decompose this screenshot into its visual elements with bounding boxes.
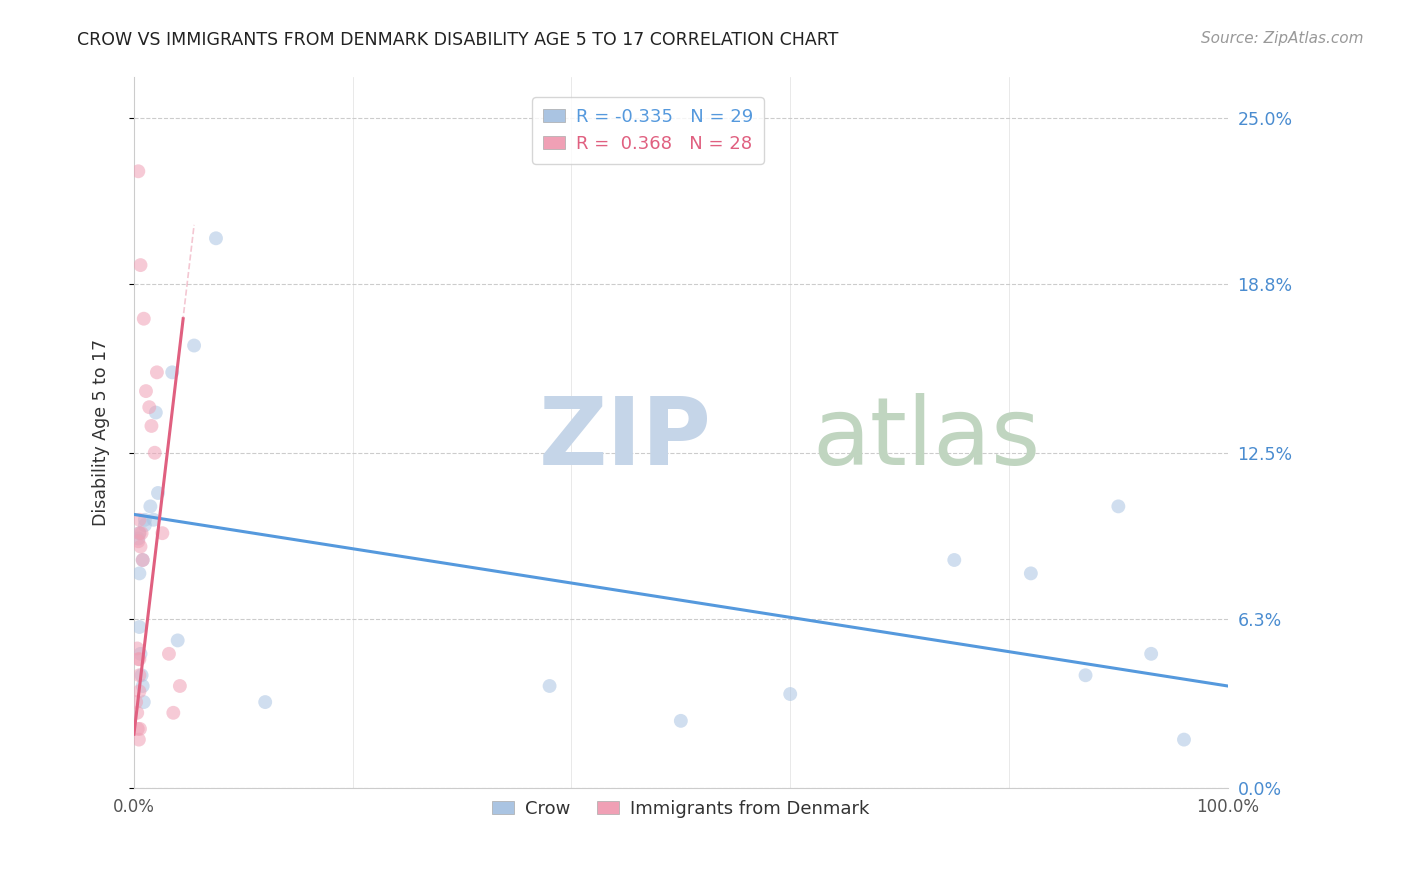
Point bbox=[129, 258, 152, 272]
Point bbox=[131, 679, 153, 693]
Point bbox=[143, 446, 166, 460]
Text: CROW VS IMMIGRANTS FROM DENMARK DISABILITY AGE 5 TO 17 CORRELATION CHART: CROW VS IMMIGRANTS FROM DENMARK DISABILI… bbox=[77, 31, 839, 49]
Point bbox=[142, 513, 165, 527]
Point bbox=[146, 365, 169, 379]
Point bbox=[131, 668, 153, 682]
Point bbox=[129, 722, 152, 736]
Point bbox=[205, 231, 228, 245]
Point bbox=[254, 695, 277, 709]
Point bbox=[127, 534, 149, 549]
Point bbox=[132, 695, 155, 709]
Point bbox=[145, 405, 167, 419]
Point bbox=[139, 500, 162, 514]
Y-axis label: Disability Age 5 to 17: Disability Age 5 to 17 bbox=[93, 339, 110, 526]
Point bbox=[128, 652, 150, 666]
Point bbox=[127, 641, 149, 656]
Point bbox=[183, 338, 205, 352]
Point bbox=[160, 365, 183, 379]
Point bbox=[128, 732, 150, 747]
Point bbox=[128, 513, 150, 527]
Point bbox=[127, 532, 149, 546]
Point bbox=[150, 526, 173, 541]
Point bbox=[129, 647, 152, 661]
Point bbox=[1140, 647, 1163, 661]
Point bbox=[127, 164, 149, 178]
Point bbox=[128, 668, 150, 682]
Point bbox=[538, 679, 561, 693]
Point bbox=[127, 652, 149, 666]
Point bbox=[131, 526, 153, 541]
Point bbox=[162, 706, 184, 720]
Point bbox=[134, 513, 156, 527]
Point bbox=[146, 486, 169, 500]
Point bbox=[128, 526, 150, 541]
Point bbox=[779, 687, 801, 701]
Point bbox=[128, 620, 150, 634]
Point bbox=[943, 553, 966, 567]
Point bbox=[134, 518, 156, 533]
Text: Source: ZipAtlas.com: Source: ZipAtlas.com bbox=[1201, 31, 1364, 46]
Legend: Crow, Immigrants from Denmark: Crow, Immigrants from Denmark bbox=[485, 793, 876, 825]
Point bbox=[128, 526, 150, 541]
Point bbox=[138, 400, 160, 414]
Point bbox=[169, 679, 191, 693]
Point bbox=[129, 540, 152, 554]
Point bbox=[132, 311, 155, 326]
Text: atlas: atlas bbox=[813, 393, 1040, 485]
Point bbox=[128, 566, 150, 581]
Point bbox=[1019, 566, 1042, 581]
Point bbox=[166, 633, 188, 648]
Point bbox=[669, 714, 692, 728]
Point bbox=[1173, 732, 1195, 747]
Point bbox=[135, 384, 157, 398]
Point bbox=[157, 647, 180, 661]
Point bbox=[131, 553, 153, 567]
Point bbox=[127, 706, 149, 720]
Point bbox=[128, 684, 150, 698]
Text: ZIP: ZIP bbox=[538, 393, 711, 485]
Point bbox=[1107, 500, 1129, 514]
Point bbox=[125, 695, 148, 709]
Point bbox=[131, 553, 153, 567]
Point bbox=[127, 722, 149, 736]
Point bbox=[141, 419, 163, 434]
Point bbox=[1074, 668, 1097, 682]
